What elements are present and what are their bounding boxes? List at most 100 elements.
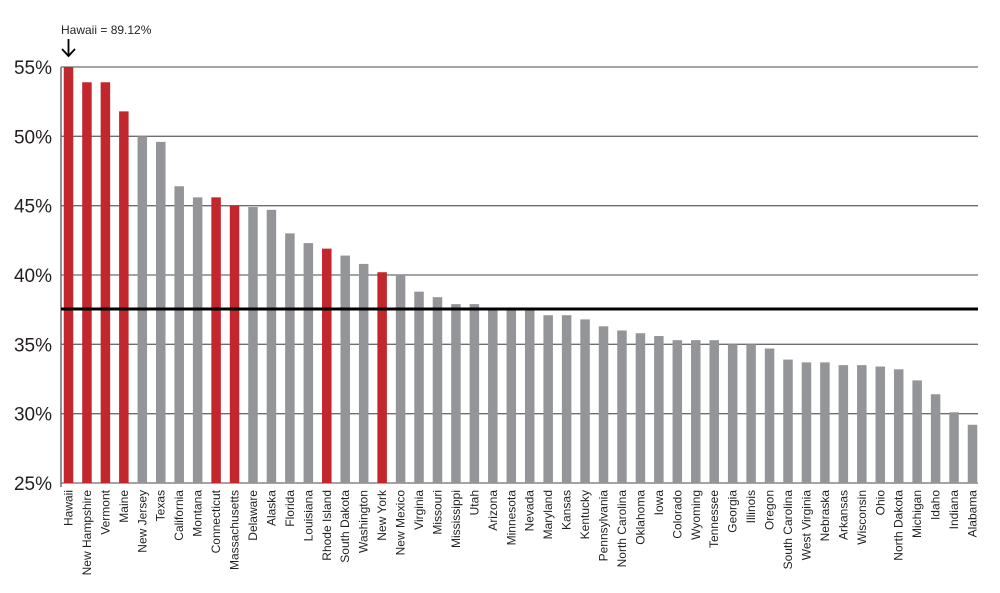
x-tick-label: Nevada — [523, 490, 537, 532]
x-tick-label: Virginia — [412, 490, 426, 530]
bar-new-mexico — [395, 275, 406, 483]
x-tick-label: Tennessee — [707, 490, 721, 548]
x-tick-label: Ohio — [873, 490, 887, 516]
bar-new-hampshire — [82, 82, 92, 484]
x-tick-label: Indiana — [947, 490, 961, 530]
bar-maine — [119, 111, 129, 483]
bar-vermont — [100, 82, 111, 484]
bar-utah — [469, 304, 480, 483]
x-tick-label: Louisiana — [301, 490, 315, 542]
bar-michigan — [912, 380, 922, 483]
x-tick-label: Illinois — [744, 490, 758, 523]
bar-north-carolina — [617, 330, 627, 483]
x-tick-label: Wyoming — [689, 490, 703, 540]
x-tick-label: North Dakota — [892, 490, 906, 561]
bar-new-york — [377, 272, 387, 483]
bar-massachusetts — [229, 205, 240, 483]
x-tick-label: Colorado — [670, 490, 684, 539]
x-tick-label: Florida — [283, 490, 297, 527]
x-tick-label: Washington — [357, 490, 371, 553]
bar-illinois — [746, 344, 756, 483]
x-tick-label: Oklahoma — [633, 490, 647, 545]
y-tick-label: 45% — [14, 197, 52, 218]
x-tick-label: Alabama — [966, 490, 980, 538]
bar-nebraska — [820, 362, 830, 483]
x-tick-label: New Jersey — [135, 490, 149, 553]
x-tick-label: Kansas — [560, 490, 574, 530]
bar-west-virginia — [801, 362, 812, 483]
bar-missouri — [432, 297, 443, 483]
bar-mississippi — [451, 304, 461, 483]
x-tick-label: Texas — [154, 490, 168, 521]
bar-indiana — [949, 412, 959, 483]
x-tick-label: Missouri — [430, 490, 444, 535]
y-tick-label: 30% — [14, 405, 52, 426]
x-tick-label: Delaware — [246, 490, 260, 541]
bar-oklahoma — [635, 333, 646, 483]
bar-arkansas — [838, 365, 849, 483]
x-tick-label: Idaho — [929, 490, 943, 520]
bar-oregon — [764, 348, 775, 483]
x-tick-label: Massachusetts — [228, 490, 242, 570]
x-tick-label: West Virginia — [799, 490, 813, 561]
x-tick-label: Vermont — [98, 489, 112, 534]
y-tick-label: 35% — [14, 335, 52, 356]
bar-florida — [285, 233, 295, 483]
bar-iowa — [654, 336, 664, 483]
x-tick-label: Maine — [117, 490, 131, 523]
x-tick-label: Mississippi — [449, 490, 463, 548]
x-tick-label: New Hampshire — [80, 490, 94, 576]
bar-alaska — [266, 209, 277, 483]
bar-connecticut — [211, 197, 221, 483]
x-tick-label: South Carolina — [781, 490, 795, 570]
x-tick-label: Utah — [467, 490, 481, 515]
bar-california — [174, 186, 184, 483]
bar-colorado — [672, 340, 683, 483]
bar-pennsylvania — [598, 326, 609, 483]
bar-south-carolina — [783, 359, 793, 483]
bar-north-dakota — [893, 369, 904, 483]
x-tick-label: New York — [375, 489, 389, 541]
x-tick-label: Arkansas — [836, 490, 850, 540]
y-tick-label: 25% — [14, 474, 52, 495]
bar-hawaii — [63, 67, 74, 483]
bar-kansas — [561, 315, 572, 483]
y-tick-label: 55% — [14, 58, 52, 79]
bar-wyoming — [691, 340, 701, 483]
down-arrow-icon — [61, 39, 76, 58]
x-tick-label: Oregon — [763, 490, 777, 530]
bar-georgia — [727, 344, 738, 483]
x-tick-label: Rhode Island — [320, 490, 334, 561]
x-tick-label: North Carolina — [615, 490, 629, 568]
y-tick-label: 50% — [14, 127, 52, 148]
bar-tennessee — [709, 340, 719, 483]
bar-wisconsin — [857, 365, 867, 483]
x-tick-label: Michigan — [910, 490, 924, 538]
bar-rhode-island — [322, 248, 332, 483]
x-tick-label: Maryland — [541, 490, 555, 539]
x-tick-label: Hawaii — [62, 490, 76, 526]
bar-delaware — [248, 207, 258, 483]
hawaii-annotation: Hawaii = 89.12% — [61, 23, 152, 37]
bar-nevada — [524, 308, 535, 483]
bar-kentucky — [580, 319, 590, 483]
bar-south-dakota — [340, 255, 350, 483]
x-tick-label: Arizona — [486, 490, 500, 531]
x-tick-label: South Dakota — [338, 490, 352, 563]
x-tick-label: Iowa — [652, 490, 666, 516]
x-tick-label: Wisconsin — [855, 490, 869, 545]
x-tick-label: Pennsylvania — [597, 490, 611, 562]
bar-minnesota — [506, 308, 517, 483]
x-tick-label: Kentucky — [578, 490, 592, 539]
x-tick-label: Montana — [191, 490, 205, 537]
bar-montana — [192, 197, 203, 483]
x-tick-label: Minnesota — [504, 490, 518, 546]
x-tick-label: Georgia — [726, 490, 740, 533]
bar-virginia — [414, 291, 424, 483]
bar-ohio — [875, 366, 886, 483]
bar-arizona — [488, 308, 498, 483]
bar-washington — [358, 263, 369, 483]
bar-louisiana — [303, 243, 314, 483]
y-tick-label: 40% — [14, 266, 52, 287]
